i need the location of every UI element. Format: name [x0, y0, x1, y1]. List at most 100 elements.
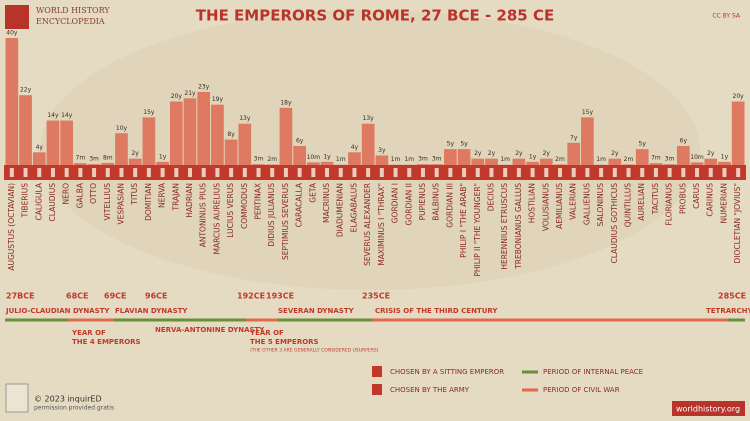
band-icon	[695, 168, 700, 177]
band-icon	[407, 168, 412, 177]
band-icon	[352, 168, 357, 177]
x-tick-label: HOSTILIAN	[528, 183, 537, 223]
band-icon	[612, 168, 617, 177]
x-tick-label: PROBUS	[678, 183, 687, 214]
date-label: 68CE	[66, 292, 88, 301]
x-tick-label: GORDIAN III	[445, 183, 454, 228]
value-label: 10y	[116, 125, 128, 132]
x-tick-label: DIOCLETIAN "JOVIUS"	[733, 183, 742, 263]
x-tick-label: OTTO	[89, 183, 98, 204]
x-tick-label: GALBA	[75, 182, 84, 208]
x-tick-label: AURELIAN	[637, 183, 646, 221]
x-tick-label: LUCIUS VERUS	[226, 183, 235, 238]
value-label: 1m	[391, 156, 401, 163]
x-tick-label: ELAGABALUS	[349, 183, 358, 233]
bar	[471, 158, 485, 165]
band-icon	[215, 168, 220, 177]
band-icon	[462, 168, 467, 177]
band-icon	[653, 168, 658, 177]
bar	[74, 163, 87, 165]
band-icon	[558, 168, 562, 177]
bar	[361, 123, 375, 165]
bar	[183, 98, 197, 165]
band-icon	[475, 168, 480, 177]
x-tick-label: DIDIUS JULIANUS	[267, 183, 276, 247]
bar	[101, 162, 115, 165]
bar	[252, 164, 265, 165]
value-label: 15y	[143, 109, 155, 116]
value-label: 1y	[323, 153, 331, 160]
band-icon	[448, 168, 453, 177]
band-icon	[201, 168, 206, 177]
bar	[197, 91, 211, 165]
band-icon	[722, 168, 727, 177]
date-label: 27BCE	[6, 292, 35, 301]
date-label: 192CE	[237, 292, 265, 301]
value-label: 7m	[651, 155, 661, 162]
period-label: SEVERAN DYNASTY	[278, 307, 355, 315]
bar	[663, 164, 676, 165]
band-icon	[530, 168, 535, 177]
value-label: 4y	[351, 144, 359, 151]
value-label: 1m	[500, 156, 510, 163]
value-label: 19y	[212, 96, 224, 103]
band-icon	[188, 168, 192, 177]
bar	[142, 117, 156, 165]
period-note: YEAR OF	[249, 329, 284, 337]
bar	[60, 120, 74, 165]
chart-title: THE EMPERORS OF ROME, 27 BCE - 285 CE	[196, 7, 554, 25]
bar	[46, 120, 60, 165]
band-icon	[9, 168, 14, 177]
value-label: 6y	[680, 137, 688, 144]
value-label: 1m	[596, 156, 606, 163]
x-tick-label: CLAUDIUS GOTHICUS	[610, 183, 619, 264]
bar	[608, 158, 622, 165]
value-label: 14y	[61, 112, 73, 119]
bar	[211, 104, 224, 165]
band-icon	[37, 168, 42, 177]
x-tick-label: MARCUS AURELIUS	[212, 183, 221, 255]
band-icon	[640, 168, 645, 177]
x-tick-label: TIBERIUS	[21, 183, 30, 219]
bar	[416, 164, 430, 165]
value-label: 2y	[515, 150, 523, 157]
period-note: THE 5 EMPERORS	[250, 338, 319, 346]
x-tick-label: QUINTILLUS	[624, 183, 633, 227]
x-tick-label: COMMODUS	[240, 183, 249, 229]
bar	[348, 152, 361, 165]
site-link[interactable]: worldhistory.org	[676, 405, 740, 414]
band-icon	[434, 168, 439, 177]
bar	[224, 139, 238, 165]
band-icon	[160, 168, 165, 177]
x-tick-label: GORDIAN II	[404, 183, 413, 225]
band-icon	[667, 168, 672, 177]
site-badge[interactable]	[672, 401, 745, 416]
bar	[5, 38, 19, 165]
legend-icon	[372, 366, 382, 377]
x-tick-label: CALIGULA	[34, 182, 43, 220]
bar	[320, 161, 334, 165]
legend-label: PERIOD OF CIVIL WAR	[543, 386, 620, 394]
band-icon	[133, 168, 138, 177]
band-icon	[585, 168, 590, 177]
bar	[238, 123, 252, 165]
band-icon	[229, 168, 234, 177]
bar	[553, 164, 567, 165]
band-icon	[146, 168, 151, 177]
brand: ENCYCLOPEDIA	[36, 17, 105, 26]
value-label: 14y	[47, 112, 59, 119]
period-label: CRISIS OF THE THIRD CENTURY	[375, 307, 498, 315]
band-icon	[736, 168, 741, 177]
date-label: 69CE	[104, 292, 126, 301]
x-tick-label: SEVERUS ALEXANDER	[363, 183, 372, 266]
band-icon	[366, 168, 371, 177]
value-label: 3m	[89, 156, 99, 163]
x-tick-label: GALLIENUS	[582, 183, 591, 225]
band-icon	[489, 168, 494, 177]
band-icon	[92, 168, 97, 177]
band-icon	[544, 168, 549, 177]
period-note: (THE OTHER 3 ARE GENERALLY CONSIDERED US…	[250, 348, 379, 354]
band-icon	[256, 168, 261, 177]
legend-label: PERIOD OF INTERNAL PEACE	[543, 368, 643, 376]
value-label: 7y	[570, 134, 578, 141]
